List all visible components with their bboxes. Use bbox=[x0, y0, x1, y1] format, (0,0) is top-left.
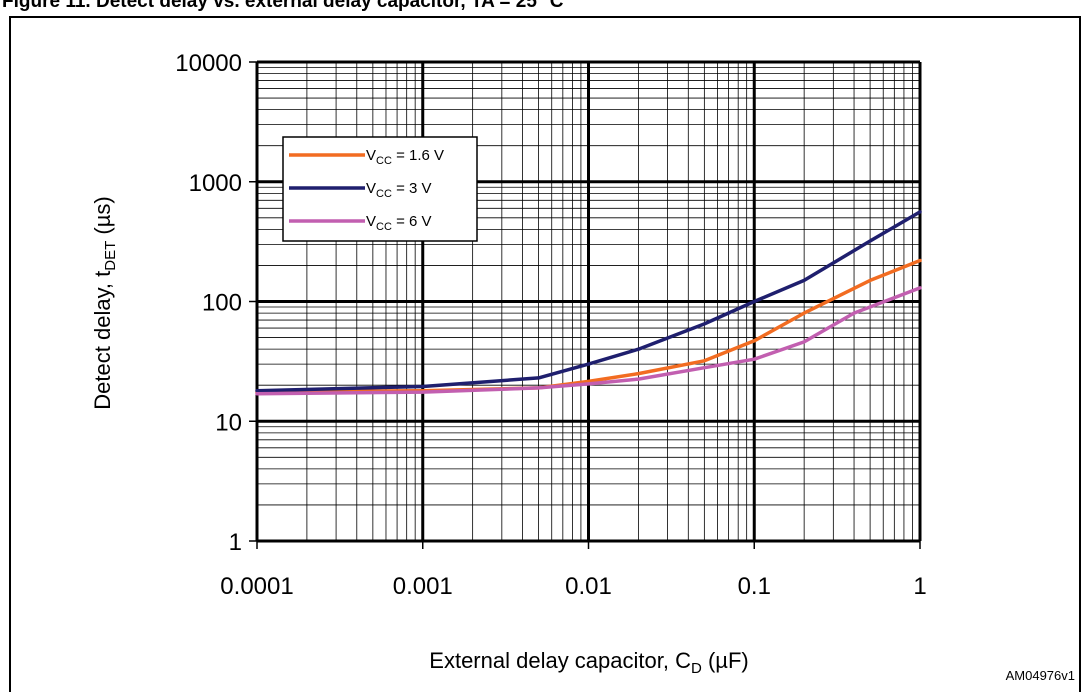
legend-label-3: VCC = 6 V bbox=[366, 213, 432, 233]
plot-lines bbox=[255, 210, 922, 396]
series-line-2 bbox=[255, 210, 922, 393]
y-tick-label: 10000 bbox=[175, 50, 242, 77]
legend-label-1: VCC = 1.6 V bbox=[366, 147, 444, 167]
series-line-3 bbox=[255, 286, 922, 396]
y-axis-title: Detect delay, tDET (µs) bbox=[90, 196, 119, 409]
x-tick-labels: 0.0001 0.001 0.01 0.1 1 bbox=[220, 573, 926, 600]
caption-text: Figure 11. Detect delay vs. external del… bbox=[2, 0, 564, 12]
legend-label-2: VCC = 3 V bbox=[366, 180, 432, 200]
y-axis-title-sub: DET bbox=[102, 241, 119, 271]
y-tick-labels: 1 10 100 1000 10000 bbox=[175, 50, 242, 556]
x-axis-title: External delay capacitor, CD (µF) bbox=[429, 648, 748, 677]
y-tick-label: 10 bbox=[215, 409, 242, 436]
x-tick-label: 1 bbox=[913, 573, 926, 600]
y-tick-label: 1 bbox=[229, 529, 242, 556]
x-tick-label: 0.1 bbox=[738, 573, 771, 600]
legend: VCC = 1.6 V VCC = 3 V VCC = 6 V bbox=[282, 136, 478, 242]
x-tick-label: 0.001 bbox=[393, 573, 453, 600]
y-axis-title-main: Detect delay, t bbox=[90, 271, 115, 410]
x-tick-label: 0.01 bbox=[565, 573, 612, 600]
x-axis-title-main: External delay capacitor, C bbox=[429, 648, 691, 673]
figure-caption: Figure 11. Detect delay vs. external del… bbox=[0, 0, 1084, 18]
y-axis-title-unit: (µs) bbox=[90, 196, 115, 240]
x-axis-title-unit: (µF) bbox=[702, 648, 749, 673]
y-tick-label: 1000 bbox=[189, 170, 242, 197]
x-axis-title-sub: D bbox=[691, 660, 702, 677]
reference-code: AM04976v1 bbox=[1006, 668, 1075, 683]
y-tick-label: 100 bbox=[202, 290, 242, 317]
figure-frame bbox=[9, 16, 1081, 692]
x-tick-label: 0.0001 bbox=[220, 573, 293, 600]
